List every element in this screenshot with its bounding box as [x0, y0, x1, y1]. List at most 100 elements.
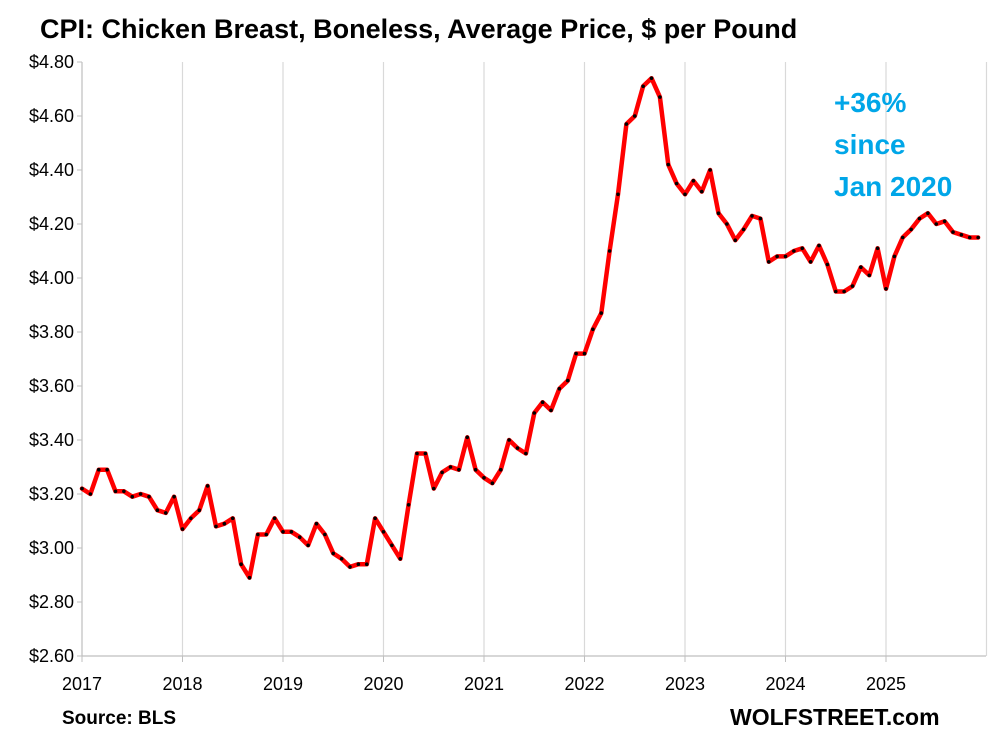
data-point [649, 76, 654, 80]
data-point [867, 273, 872, 278]
data-point [473, 467, 478, 472]
data-point [565, 378, 570, 383]
data-point [658, 95, 662, 99]
data-point [884, 287, 888, 291]
data-point [440, 470, 444, 475]
data-point [825, 262, 830, 267]
data-point [540, 400, 545, 405]
data-point [683, 192, 687, 197]
data-point [105, 467, 109, 472]
data-point [817, 243, 821, 248]
data-point [482, 476, 486, 480]
data-point [591, 327, 595, 332]
data-point [741, 227, 746, 232]
data-point [297, 535, 302, 539]
data-point [733, 238, 738, 242]
brand-label: WOLFSTREET.com [730, 704, 940, 730]
data-point [951, 230, 955, 234]
data-point [783, 254, 788, 259]
data-point [750, 214, 754, 218]
y-tick-label: $4.00 [29, 268, 74, 288]
data-point [214, 524, 218, 529]
data-point [323, 532, 327, 537]
y-tick-label: $4.60 [29, 106, 74, 126]
data-point [306, 543, 310, 548]
data-point [507, 438, 511, 442]
data-point [959, 233, 964, 237]
grid-lines [181, 62, 988, 656]
data-point [624, 122, 629, 126]
data-point [766, 260, 771, 264]
data-point [256, 532, 260, 537]
data-point [549, 408, 553, 413]
data-point [398, 557, 403, 561]
data-point [909, 227, 913, 232]
y-tick-labels: $2.60 $2.80 $3.00 $3.20 $3.40 $3.60 $3.80 $4.00… [29, 52, 82, 666]
data-point [708, 168, 712, 172]
data-point [716, 211, 721, 215]
data-point [775, 254, 779, 259]
annotation-line-3: Jan 2020 [834, 171, 953, 202]
source-note: Source: BLS [62, 708, 177, 729]
data-point [859, 265, 863, 270]
growth-annotation: +36% since Jan 2020 [834, 82, 952, 208]
data-point [80, 486, 84, 491]
x-tick-label: 2025 [866, 674, 906, 694]
data-point [967, 235, 972, 240]
data-point [381, 530, 386, 534]
data-point [415, 451, 419, 456]
data-point [331, 551, 336, 556]
y-tick-label: $2.80 [29, 592, 74, 612]
data-point [272, 516, 277, 521]
data-point [582, 351, 587, 356]
data-point [163, 511, 168, 515]
data-point [875, 246, 880, 251]
x-tick-label: 2018 [162, 674, 202, 694]
data-point-markers [80, 76, 980, 580]
data-point [390, 543, 394, 548]
data-point [616, 192, 620, 197]
data-point [239, 562, 243, 566]
data-point [641, 84, 645, 89]
data-point [892, 254, 897, 259]
data-point [934, 222, 939, 226]
x-tick-label: 2020 [363, 674, 403, 694]
data-point [230, 516, 235, 521]
data-point [833, 289, 838, 294]
y-tick-label: $4.80 [29, 52, 74, 72]
data-point [264, 532, 269, 537]
data-point [976, 235, 980, 240]
data-point [373, 516, 377, 521]
data-point [130, 494, 135, 499]
x-tick-label: 2021 [464, 674, 504, 694]
data-point [180, 527, 185, 531]
y-tick-label: $3.00 [29, 538, 74, 558]
data-point [122, 489, 126, 494]
data-point [147, 494, 151, 499]
data-point [557, 386, 562, 391]
data-point [800, 246, 805, 251]
x-tick-label: 2024 [765, 674, 805, 694]
data-point [364, 562, 369, 566]
data-point [674, 181, 679, 186]
data-point [917, 216, 922, 221]
x-tick-label: 2019 [263, 674, 303, 694]
data-point [172, 494, 176, 499]
y-tick-label: $2.60 [29, 646, 74, 666]
data-point [515, 446, 520, 450]
data-point [339, 557, 344, 561]
data-point [314, 521, 319, 526]
data-point [457, 467, 461, 472]
data-point [942, 219, 947, 224]
data-point [348, 565, 352, 569]
data-point [138, 492, 143, 496]
data-point [532, 411, 537, 415]
data-point [666, 162, 671, 167]
data-point [197, 508, 202, 512]
annotation-line-1: +36% [834, 87, 907, 118]
data-point [926, 211, 930, 215]
data-point [632, 114, 637, 118]
data-point [607, 249, 612, 253]
data-point [900, 235, 905, 240]
